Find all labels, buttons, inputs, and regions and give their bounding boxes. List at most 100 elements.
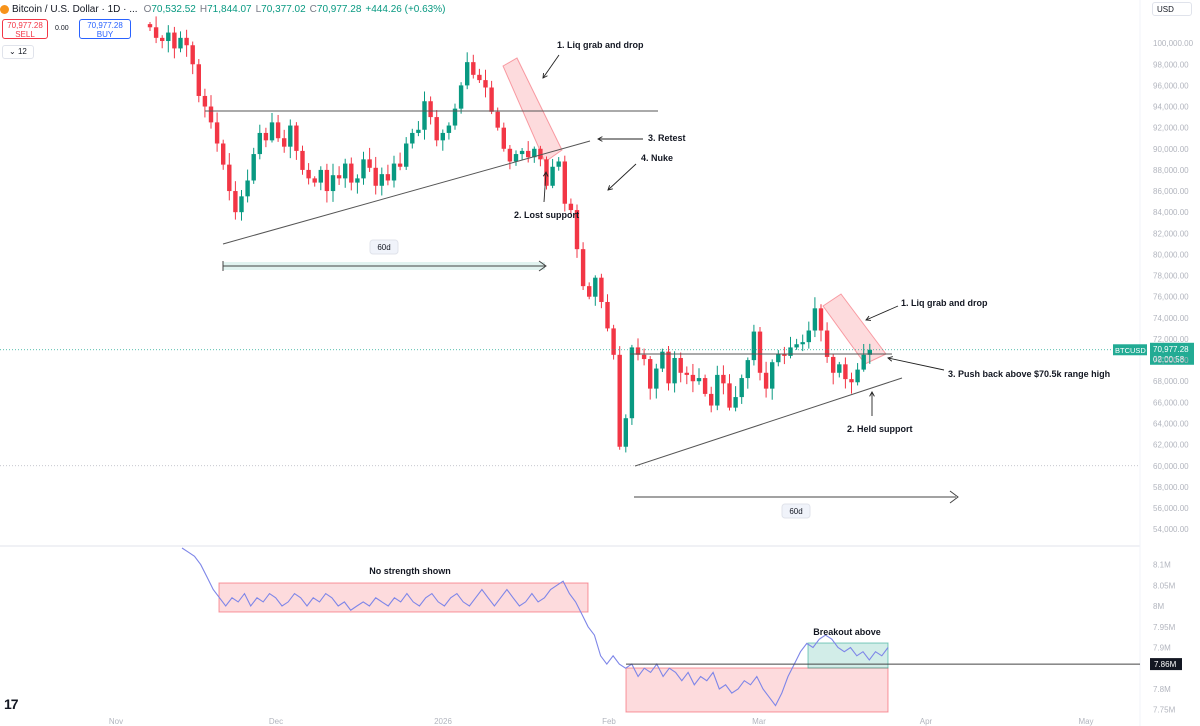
candle xyxy=(367,147,372,172)
tradingview-logo-icon: 17 xyxy=(4,696,19,712)
candle-body xyxy=(221,143,226,165)
candle-body xyxy=(361,159,366,179)
candle xyxy=(824,322,830,363)
date-range-1-badge xyxy=(369,239,399,255)
candle-body xyxy=(483,80,488,88)
candle-body xyxy=(556,161,561,167)
candle-body xyxy=(458,85,464,109)
candle-body xyxy=(660,351,665,369)
candle-body xyxy=(635,347,641,355)
arrow-head xyxy=(869,391,875,397)
candle xyxy=(483,69,488,98)
sell-button[interactable]: 70,977.28 SELL xyxy=(2,19,48,39)
candle-body xyxy=(824,330,830,357)
price-tick-label: 90,000.00 xyxy=(1153,145,1189,154)
bar-countdown: 02:00:58 xyxy=(1153,355,1185,364)
candle xyxy=(519,148,525,160)
candle xyxy=(233,181,238,220)
candle xyxy=(410,128,415,149)
price-tick-label: 68,000.00 xyxy=(1153,377,1189,386)
buy-price: 70,977.28 xyxy=(87,21,123,30)
candle xyxy=(269,113,275,143)
candle xyxy=(446,122,452,140)
candle xyxy=(160,35,165,49)
price-tick-label: 78,000.00 xyxy=(1153,272,1189,281)
sell-price: 70,977.28 xyxy=(7,21,43,30)
candle xyxy=(696,368,702,385)
candle-body xyxy=(526,150,531,158)
candle-body xyxy=(538,148,543,160)
candle-body xyxy=(788,347,793,356)
candle xyxy=(562,155,567,212)
candle-body xyxy=(757,331,763,373)
candle xyxy=(849,372,854,394)
price-tick-label: 100,000.00 xyxy=(1153,39,1194,48)
candle xyxy=(763,361,769,398)
candle xyxy=(788,336,793,359)
price-tick-label: 64,000.00 xyxy=(1153,419,1189,428)
symbol-tag-label: BTCUSD xyxy=(1115,346,1146,355)
price-tick-label: 76,000.00 xyxy=(1153,293,1189,302)
candle xyxy=(239,190,244,221)
candle-body xyxy=(471,62,476,75)
candle xyxy=(574,204,580,258)
candle-body xyxy=(599,277,604,302)
candle xyxy=(782,346,787,365)
candle xyxy=(727,374,732,411)
candle xyxy=(404,137,409,170)
candle xyxy=(812,297,818,338)
candle-body xyxy=(654,368,659,389)
candle-body xyxy=(568,203,574,211)
candle xyxy=(617,346,622,450)
candle-body xyxy=(306,169,311,179)
symbol-title[interactable]: Bitcoin / U.S. Dollar · 1D · ... xyxy=(12,3,138,15)
candle-body xyxy=(611,328,616,355)
candle-body xyxy=(861,354,866,370)
candle-body xyxy=(355,178,360,183)
candle-body xyxy=(367,159,372,168)
indicator-tick-label: 7.8M xyxy=(1153,685,1171,694)
candle-body xyxy=(257,132,262,155)
indicator-line-series xyxy=(181,547,889,707)
candle xyxy=(654,363,659,399)
arrow-head xyxy=(597,136,603,142)
candle-body xyxy=(465,62,470,86)
arrow-head xyxy=(542,171,549,177)
candle xyxy=(831,354,836,385)
candle xyxy=(806,321,811,349)
candle-body xyxy=(776,353,781,363)
low-value: 70,377.02 xyxy=(261,3,306,15)
currency-select[interactable]: USD xyxy=(1152,2,1192,16)
candle-body xyxy=(727,383,732,408)
candle-body xyxy=(318,169,323,183)
candle-body xyxy=(617,354,622,447)
candle xyxy=(361,151,366,185)
arrow-head xyxy=(949,490,959,504)
candle xyxy=(580,242,586,291)
candle xyxy=(416,121,421,137)
candle xyxy=(251,147,256,184)
annotation-liq-grab-2: 1. Liq grab and drop xyxy=(901,298,988,308)
candle xyxy=(300,145,305,175)
buy-button[interactable]: 70,977.28 BUY xyxy=(79,19,131,39)
candle xyxy=(172,26,177,59)
candle xyxy=(275,114,281,142)
liq-grab-zone-1 xyxy=(502,57,563,163)
candle xyxy=(178,31,183,53)
candle xyxy=(800,334,805,352)
candle-body xyxy=(507,148,513,162)
indicator-collapse-button[interactable]: ⌄ 12 xyxy=(2,45,34,59)
price-tick-label: 84,000.00 xyxy=(1153,208,1189,217)
candle-body xyxy=(410,132,415,144)
candle-body xyxy=(440,132,445,141)
candle-body xyxy=(806,330,811,343)
candle xyxy=(593,275,598,306)
candle xyxy=(440,129,445,151)
candle-body xyxy=(172,32,177,49)
indicator-level-tag xyxy=(1150,658,1182,671)
candle-body xyxy=(562,161,567,204)
candle-body xyxy=(666,351,671,384)
annotation-no-strength: No strength shown xyxy=(369,566,451,576)
candle xyxy=(489,80,494,115)
